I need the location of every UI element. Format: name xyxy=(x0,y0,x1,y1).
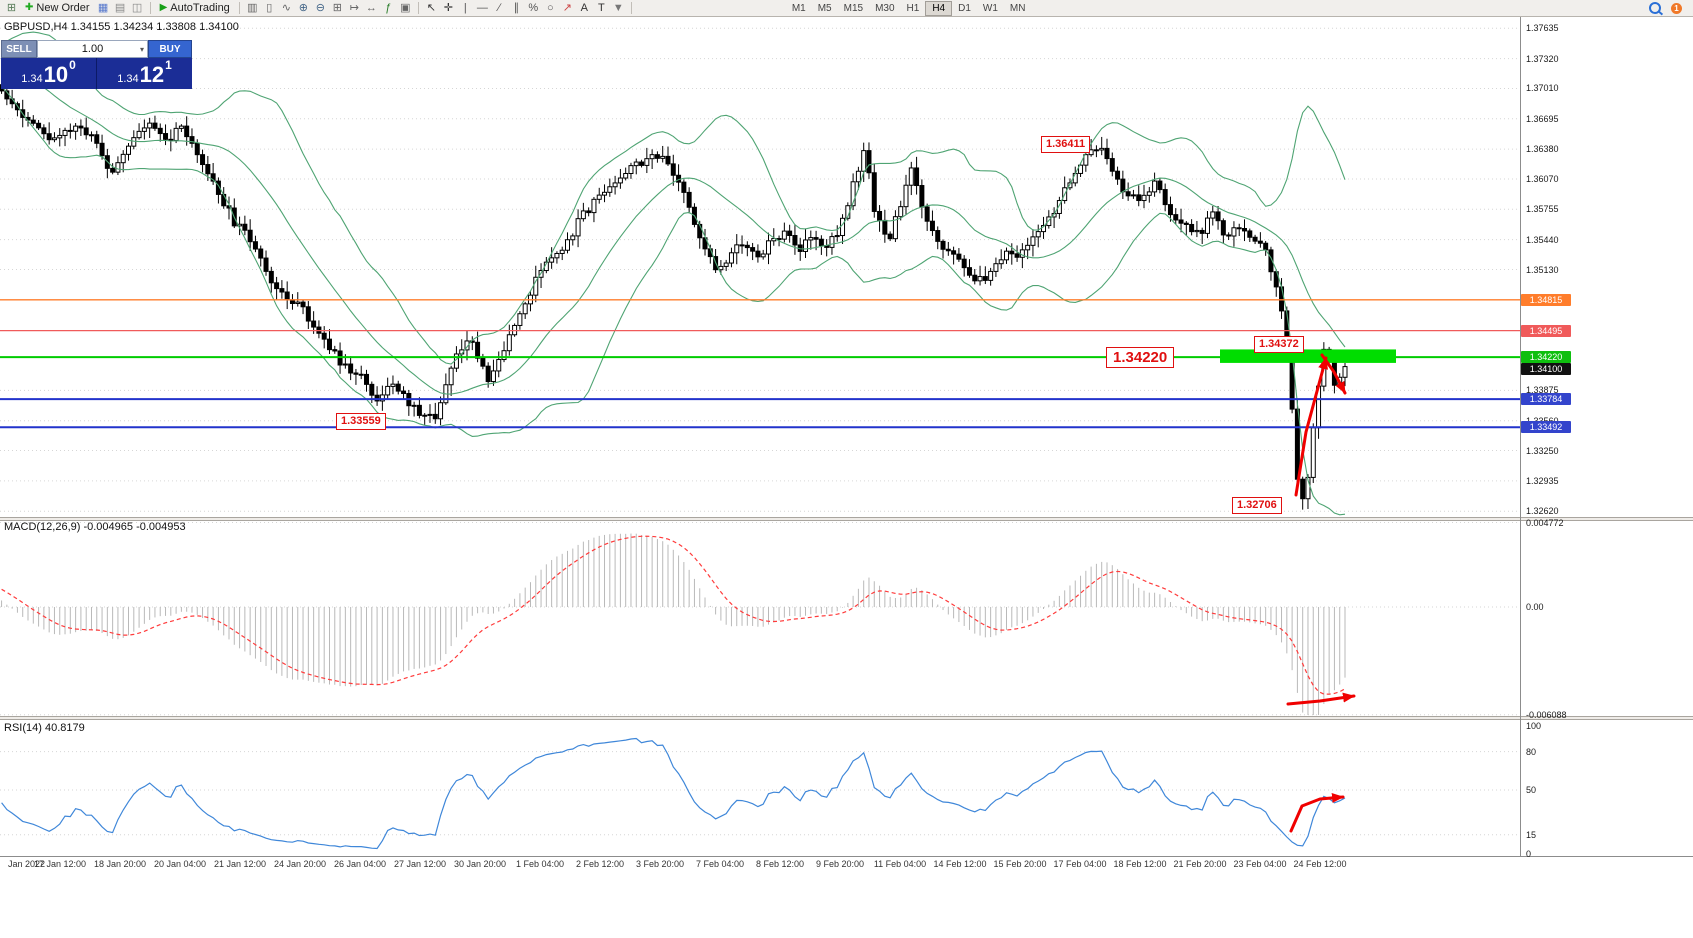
rsi-panel xyxy=(1,737,1346,850)
zoom-out-icon[interactable]: ⊖ xyxy=(315,2,325,14)
tile-windows-icon[interactable]: ⊞ xyxy=(332,2,342,14)
more-tools-icon[interactable]: ▼ xyxy=(612,2,624,14)
price-axis-border xyxy=(1520,17,1521,856)
text-icon[interactable]: A xyxy=(580,2,588,14)
indicators-icon[interactable]: ƒ xyxy=(385,2,392,14)
buy-price-point: 1 xyxy=(165,58,172,72)
crosshair-icon[interactable]: ✛ xyxy=(443,2,453,14)
arrows-icon[interactable]: ↗ xyxy=(562,2,572,14)
toolbar: ⊞ ✚ New Order ▦ ▤ ◫ ▶ AutoTrading ▥ ▯ ∿ ⊕ ⊖ ⊞ ↦ ↔ ƒ ▣ ↖ ✛ | —… xyxy=(0,0,1693,17)
candlesticks xyxy=(0,79,1348,510)
buy-button[interactable]: BUY xyxy=(148,40,192,58)
new-order-icon: ✚ xyxy=(25,2,34,13)
rsi-window-divider[interactable] xyxy=(0,716,1693,720)
one-click-trading-panel: SELL 1.00 ▾ BUY 1.34 10 0 1.34 12 1 xyxy=(1,40,192,89)
volume-value: 1.00 xyxy=(81,43,104,55)
rsi-indicator-label: RSI(14) 40.8179 xyxy=(4,722,85,734)
sell-price-point: 0 xyxy=(69,58,76,72)
sell-price-pips: 10 xyxy=(43,62,69,87)
candlestick-chart-icon[interactable]: ▯ xyxy=(266,2,273,14)
price-axis[interactable] xyxy=(1521,17,1692,856)
new-chart-icon[interactable]: ⊞ xyxy=(6,2,17,14)
buy-price[interactable]: 1.34 12 1 xyxy=(97,58,192,89)
navigator-icon[interactable]: ◫ xyxy=(131,2,143,14)
charts-grid-icon[interactable]: ▦ xyxy=(97,2,109,14)
timeframe-w1[interactable]: W1 xyxy=(982,2,998,14)
timeframe-h1[interactable]: H1 xyxy=(906,2,920,14)
new-order-button-label: New Order xyxy=(36,2,90,14)
timeframe-m1[interactable]: M1 xyxy=(791,2,806,14)
timeframe-h4[interactable]: H4 xyxy=(925,0,953,16)
macd-window-divider[interactable] xyxy=(0,517,1693,521)
profiles-icon[interactable]: ▤ xyxy=(114,2,126,14)
timeframe-toolbar: M1 M5 M15 M30 H1 H4 D1 W1 MN xyxy=(786,0,1032,16)
bollinger-bands xyxy=(1,31,1346,516)
shapes-icon[interactable]: ○ xyxy=(546,2,554,14)
templates-icon[interactable]: ▣ xyxy=(400,2,411,14)
toolbar-separator xyxy=(417,2,419,14)
macd-panel xyxy=(1,533,1346,715)
text-label-icon[interactable]: T xyxy=(597,2,605,14)
time-axis[interactable] xyxy=(0,857,1520,873)
volume-field[interactable]: 1.00 ▾ xyxy=(37,40,148,58)
bar-chart-icon[interactable]: ▥ xyxy=(247,2,258,14)
sell-button[interactable]: SELL xyxy=(1,40,37,58)
toolbar-separator xyxy=(149,2,151,14)
buy-price-pips: 12 xyxy=(139,62,165,87)
macd-arrow[interactable] xyxy=(1286,692,1356,706)
timeframe-d1[interactable]: D1 xyxy=(958,2,971,14)
volume-dropdown-icon[interactable]: ▾ xyxy=(139,44,144,54)
autotrading-button-label: AutoTrading xyxy=(170,2,230,14)
impulse-arrow-up[interactable] xyxy=(1294,356,1328,497)
rsi-arrow[interactable] xyxy=(1289,792,1345,833)
chart-shift-icon[interactable]: ↔ xyxy=(365,2,377,14)
toolbar-separator xyxy=(238,2,240,14)
toolbar-separator xyxy=(630,2,632,14)
vertical-line-icon[interactable]: | xyxy=(463,2,467,14)
autotrading-icon: ▶ xyxy=(159,2,168,13)
toolbar-right: 1 xyxy=(1649,2,1682,14)
autotrading-button[interactable]: ▶ AutoTrading xyxy=(155,0,235,16)
time-axis-border xyxy=(0,856,1693,857)
macd-indicator-label: MACD(12,26,9) -0.004965 -0.004953 xyxy=(4,521,186,533)
timeframe-m5[interactable]: M5 xyxy=(817,2,832,14)
buy-price-big-figure: 1.34 xyxy=(117,73,139,85)
zoom-in-icon[interactable]: ⊕ xyxy=(298,2,308,14)
search-icon[interactable] xyxy=(1649,2,1661,14)
sell-price-big-figure: 1.34 xyxy=(21,73,43,85)
new-order-button[interactable]: ✚ New Order xyxy=(20,0,95,16)
timeframe-mn[interactable]: MN xyxy=(1009,2,1026,14)
cursor-icon[interactable]: ↖ xyxy=(426,2,436,14)
timeframe-m15[interactable]: M15 xyxy=(843,2,864,14)
pullback-arrow-down[interactable] xyxy=(1320,353,1347,395)
highlight-zone[interactable] xyxy=(1220,349,1396,363)
alerts-icon[interactable]: 1 xyxy=(1671,2,1682,14)
sell-price[interactable]: 1.34 10 0 xyxy=(1,58,97,89)
timeframe-m30[interactable]: M30 xyxy=(875,2,895,14)
channel-icon[interactable]: ∥ xyxy=(513,2,520,14)
symbol-info: GBPUSD,H4 1.34155 1.34234 1.33808 1.3410… xyxy=(4,21,239,33)
trendline-icon[interactable]: ∕ xyxy=(498,2,501,14)
horizontal-line-icon[interactable]: — xyxy=(476,2,488,14)
auto-scroll-icon[interactable]: ↦ xyxy=(349,2,359,14)
fibonacci-icon[interactable]: % xyxy=(528,2,539,14)
line-chart-icon[interactable]: ∿ xyxy=(281,2,291,14)
